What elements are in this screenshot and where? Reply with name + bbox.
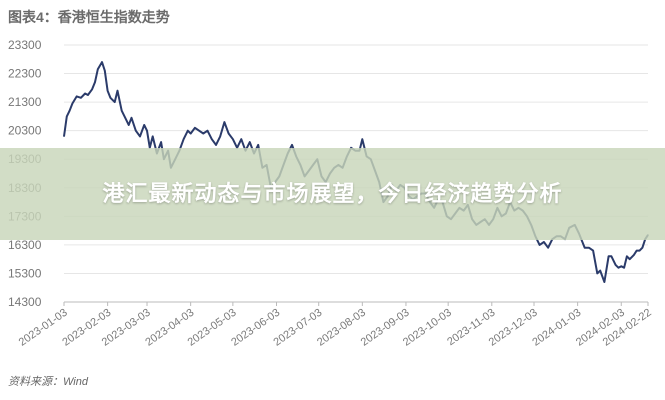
- data-point: [194, 127, 196, 129]
- data-point: [107, 90, 109, 92]
- data-point: [84, 92, 86, 95]
- data-point: [109, 97, 111, 99]
- chart-title: 图表4：香港恒生指数走势: [8, 9, 170, 25]
- data-point: [620, 265, 622, 267]
- data-point: [543, 241, 545, 243]
- data-point: [183, 138, 185, 140]
- data-point: [71, 102, 73, 105]
- data-point: [114, 101, 116, 103]
- y-tick-label: 15300: [8, 266, 42, 280]
- data-point: [623, 267, 625, 269]
- data-point: [610, 255, 613, 257]
- data-point: [240, 138, 242, 140]
- data-point: [66, 115, 68, 117]
- data-point: [539, 244, 541, 246]
- y-tick-label: 22300: [8, 67, 42, 81]
- data-point: [633, 254, 635, 256]
- x-axis-ticks: 2023-01-032023-02-032023-03-032023-04-03…: [17, 302, 654, 349]
- data-point: [190, 132, 192, 135]
- data-point: [206, 130, 209, 132]
- data-point: [130, 117, 133, 119]
- data-point: [152, 135, 154, 137]
- data-point: [608, 255, 610, 257]
- data-point: [228, 132, 230, 135]
- chart-source: 资料来源：Wind: [8, 375, 89, 388]
- data-point: [187, 130, 189, 132]
- data-point: [615, 264, 617, 266]
- data-point: [626, 255, 628, 257]
- data-point: [125, 118, 127, 120]
- data-point: [146, 130, 148, 132]
- data-point: [291, 144, 293, 146]
- data-point: [69, 110, 71, 112]
- data-point: [249, 141, 251, 143]
- data-point: [588, 247, 590, 249]
- data-point: [232, 138, 234, 140]
- data-point: [101, 61, 103, 63]
- y-tick-label: 16300: [8, 238, 42, 252]
- data-point: [636, 250, 638, 252]
- headline-text: 港汇最新动态与市场展望，今日经济趋势分析: [102, 181, 563, 206]
- data-point: [596, 272, 598, 274]
- data-point: [603, 281, 606, 283]
- data-point: [584, 247, 586, 249]
- data-point: [198, 130, 200, 132]
- data-point: [219, 135, 221, 137]
- data-point: [215, 144, 217, 146]
- data-point: [116, 90, 119, 92]
- data-point: [143, 124, 145, 126]
- data-point: [128, 124, 130, 126]
- data-point: [211, 138, 213, 140]
- data-point: [91, 88, 93, 90]
- data-point: [97, 68, 99, 70]
- data-point: [361, 138, 363, 140]
- y-tick-label: 21300: [8, 95, 42, 109]
- data-point: [139, 135, 141, 137]
- data-point: [257, 144, 259, 146]
- data-point: [641, 247, 644, 249]
- data-point: [104, 70, 106, 72]
- data-point: [87, 94, 89, 96]
- y-tick-label: 23300: [8, 38, 42, 52]
- data-point: [202, 132, 204, 135]
- data-point: [629, 258, 631, 260]
- data-point: [592, 250, 594, 252]
- data-point: [94, 81, 96, 83]
- data-point: [223, 121, 225, 123]
- data-point: [135, 130, 137, 132]
- headline-banner: 港汇最新动态与市场展望，今日经济趋势分析: [0, 148, 665, 240]
- data-point: [63, 135, 65, 137]
- data-point: [599, 270, 601, 272]
- data-point: [121, 110, 123, 112]
- data-point: [76, 95, 78, 97]
- data-point: [80, 97, 82, 99]
- y-tick-label: 20300: [8, 124, 42, 138]
- data-point: [639, 250, 641, 252]
- data-point: [547, 247, 549, 249]
- y-tick-label: 14300: [8, 295, 42, 309]
- data-point: [160, 141, 162, 143]
- data-point: [617, 267, 620, 269]
